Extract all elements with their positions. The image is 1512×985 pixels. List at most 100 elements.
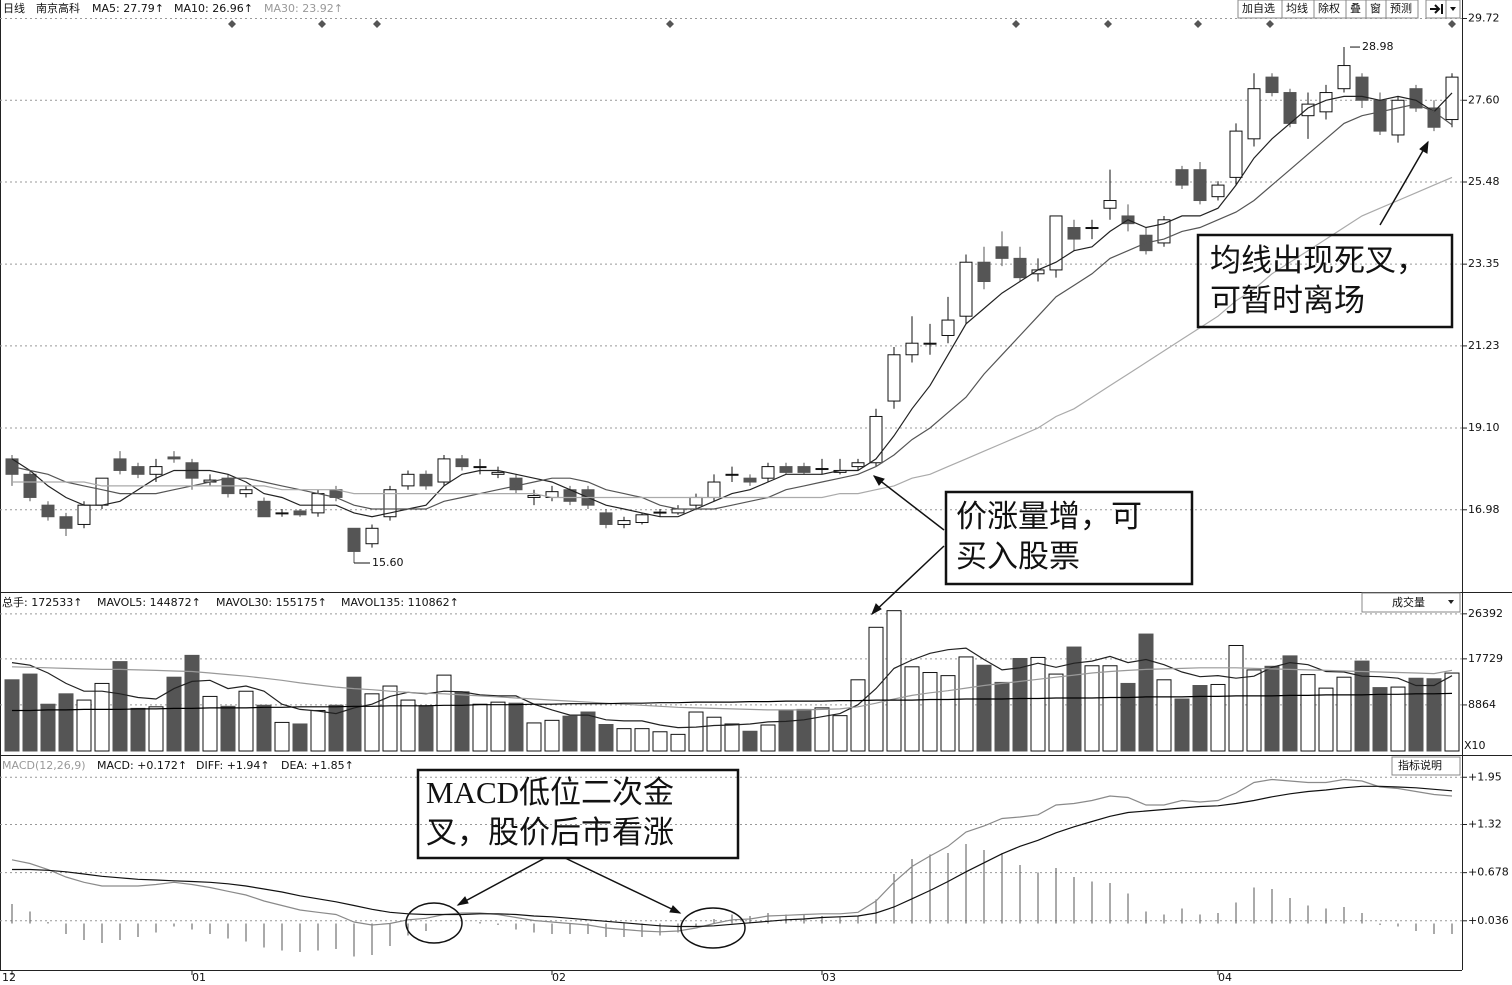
volume-bar	[886, 610, 902, 752]
period-label: 日线	[3, 1, 25, 15]
cross-highlight	[405, 902, 463, 944]
indicator-select-label[interactable]: 成交量	[1392, 595, 1425, 609]
event-marker	[1012, 20, 1020, 28]
candle-body	[1301, 103, 1315, 117]
candle-body	[1409, 88, 1423, 109]
volume-bar	[364, 693, 380, 752]
volume-bar	[1174, 698, 1190, 752]
indicator-help-label[interactable]: 指标说明	[1398, 758, 1442, 772]
candle-body	[941, 319, 955, 336]
dropdown-arrow[interactable]	[1448, 600, 1454, 604]
candle-body	[1337, 65, 1351, 90]
candle-body	[347, 527, 361, 552]
legend-entry: DIFF: +1.94↑	[196, 759, 270, 772]
candle-body	[113, 458, 127, 471]
volume-bar	[1030, 656, 1046, 752]
candle-body	[887, 354, 901, 402]
volume-bar	[742, 730, 758, 752]
volume-bar	[1336, 676, 1352, 752]
x-tick-label: 03	[822, 971, 836, 984]
volume-bar	[238, 690, 254, 752]
candle-body	[1265, 76, 1279, 94]
volume-bar	[454, 691, 470, 752]
toolbar-label[interactable]: 除权	[1318, 1, 1340, 15]
volume-bar	[1390, 686, 1406, 752]
indicator-select[interactable]	[1361, 592, 1461, 613]
candle-body	[1013, 257, 1027, 279]
volume-bar	[526, 722, 542, 752]
candle-body	[1193, 169, 1207, 202]
candle-body	[707, 481, 721, 498]
volume-bar	[310, 709, 326, 752]
callout-text: 价涨量增，可	[956, 499, 1142, 534]
toolbar-label[interactable]: 均线	[1286, 1, 1308, 15]
volume-bar	[544, 719, 560, 752]
y-tick-label: +0.678	[1468, 866, 1509, 879]
x-tick-label: 01	[192, 971, 206, 984]
callouts	[405, 140, 1454, 949]
volume-bar	[1102, 665, 1118, 752]
candle-body	[437, 458, 451, 483]
volume-bar	[904, 666, 920, 752]
volume-bar	[1210, 683, 1226, 752]
candle-body	[689, 496, 703, 506]
callout-arrow	[564, 857, 681, 914]
toolbar-icon[interactable]	[1450, 7, 1456, 11]
ma-line	[12, 176, 1453, 499]
volume-bar	[958, 656, 974, 752]
volume-bar	[994, 681, 1010, 752]
callout-arrow	[1379, 141, 1429, 226]
volume-bar	[1012, 657, 1028, 752]
volume-bar	[220, 705, 236, 752]
toolbar-icon[interactable]	[1430, 4, 1443, 14]
volume-bar	[724, 723, 740, 752]
volume-bar	[1156, 679, 1172, 752]
callout-arrow	[457, 857, 546, 906]
candle-body	[995, 246, 1009, 259]
candle-body	[1085, 227, 1099, 230]
volume-bar	[616, 728, 632, 752]
legend-entry: MA5: 27.79↑	[92, 2, 164, 15]
volume-bar	[1264, 665, 1280, 752]
candle-body	[293, 510, 307, 516]
callout-arrow	[871, 545, 945, 615]
candle-body	[41, 504, 55, 518]
toolbar-label[interactable]: 叠	[1350, 2, 1361, 15]
candle-body	[761, 466, 775, 479]
toolbar-label[interactable]: 加自选	[1242, 2, 1275, 15]
toolbar-label[interactable]: 预测	[1390, 2, 1412, 15]
macd-title: MACD(12,26,9)	[2, 759, 86, 772]
candle-body	[599, 512, 613, 525]
volume-bar	[1048, 673, 1064, 752]
candle-body	[1229, 130, 1243, 178]
volume-bar	[436, 674, 452, 752]
y-tick-label: 19.10	[1468, 421, 1500, 434]
candle-body	[1445, 76, 1459, 121]
toolbar-label[interactable]: 窗	[1370, 1, 1381, 15]
candle-body	[1427, 107, 1441, 128]
candle-body	[131, 466, 145, 475]
event-marker	[1448, 20, 1456, 28]
candle-body	[1247, 88, 1261, 140]
x-tick-label: 04	[1218, 971, 1232, 984]
indicator-help[interactable]	[1391, 756, 1461, 776]
cross-highlight	[680, 907, 746, 949]
arrow-head	[871, 603, 882, 616]
candle-body	[743, 477, 757, 483]
volume-bar	[94, 682, 110, 752]
volume-bar	[22, 673, 38, 752]
volume-bar	[706, 716, 722, 752]
volume-bar	[1192, 685, 1208, 752]
ma-line	[12, 692, 1453, 712]
volume-bar	[580, 711, 596, 752]
callout-text: 买入股票	[956, 539, 1080, 574]
ma-line	[12, 785, 1453, 928]
volume-bar	[922, 672, 938, 752]
y-tick-label: 16.98	[1468, 503, 1500, 516]
volume-bar	[1318, 687, 1334, 752]
callout-text: 叉，股价后市看涨	[426, 815, 674, 850]
volume-bar	[1084, 665, 1100, 752]
candle-body	[275, 512, 289, 515]
y-tick-label: 25.48	[1468, 175, 1500, 188]
toolbar-button[interactable]	[1385, 0, 1419, 19]
